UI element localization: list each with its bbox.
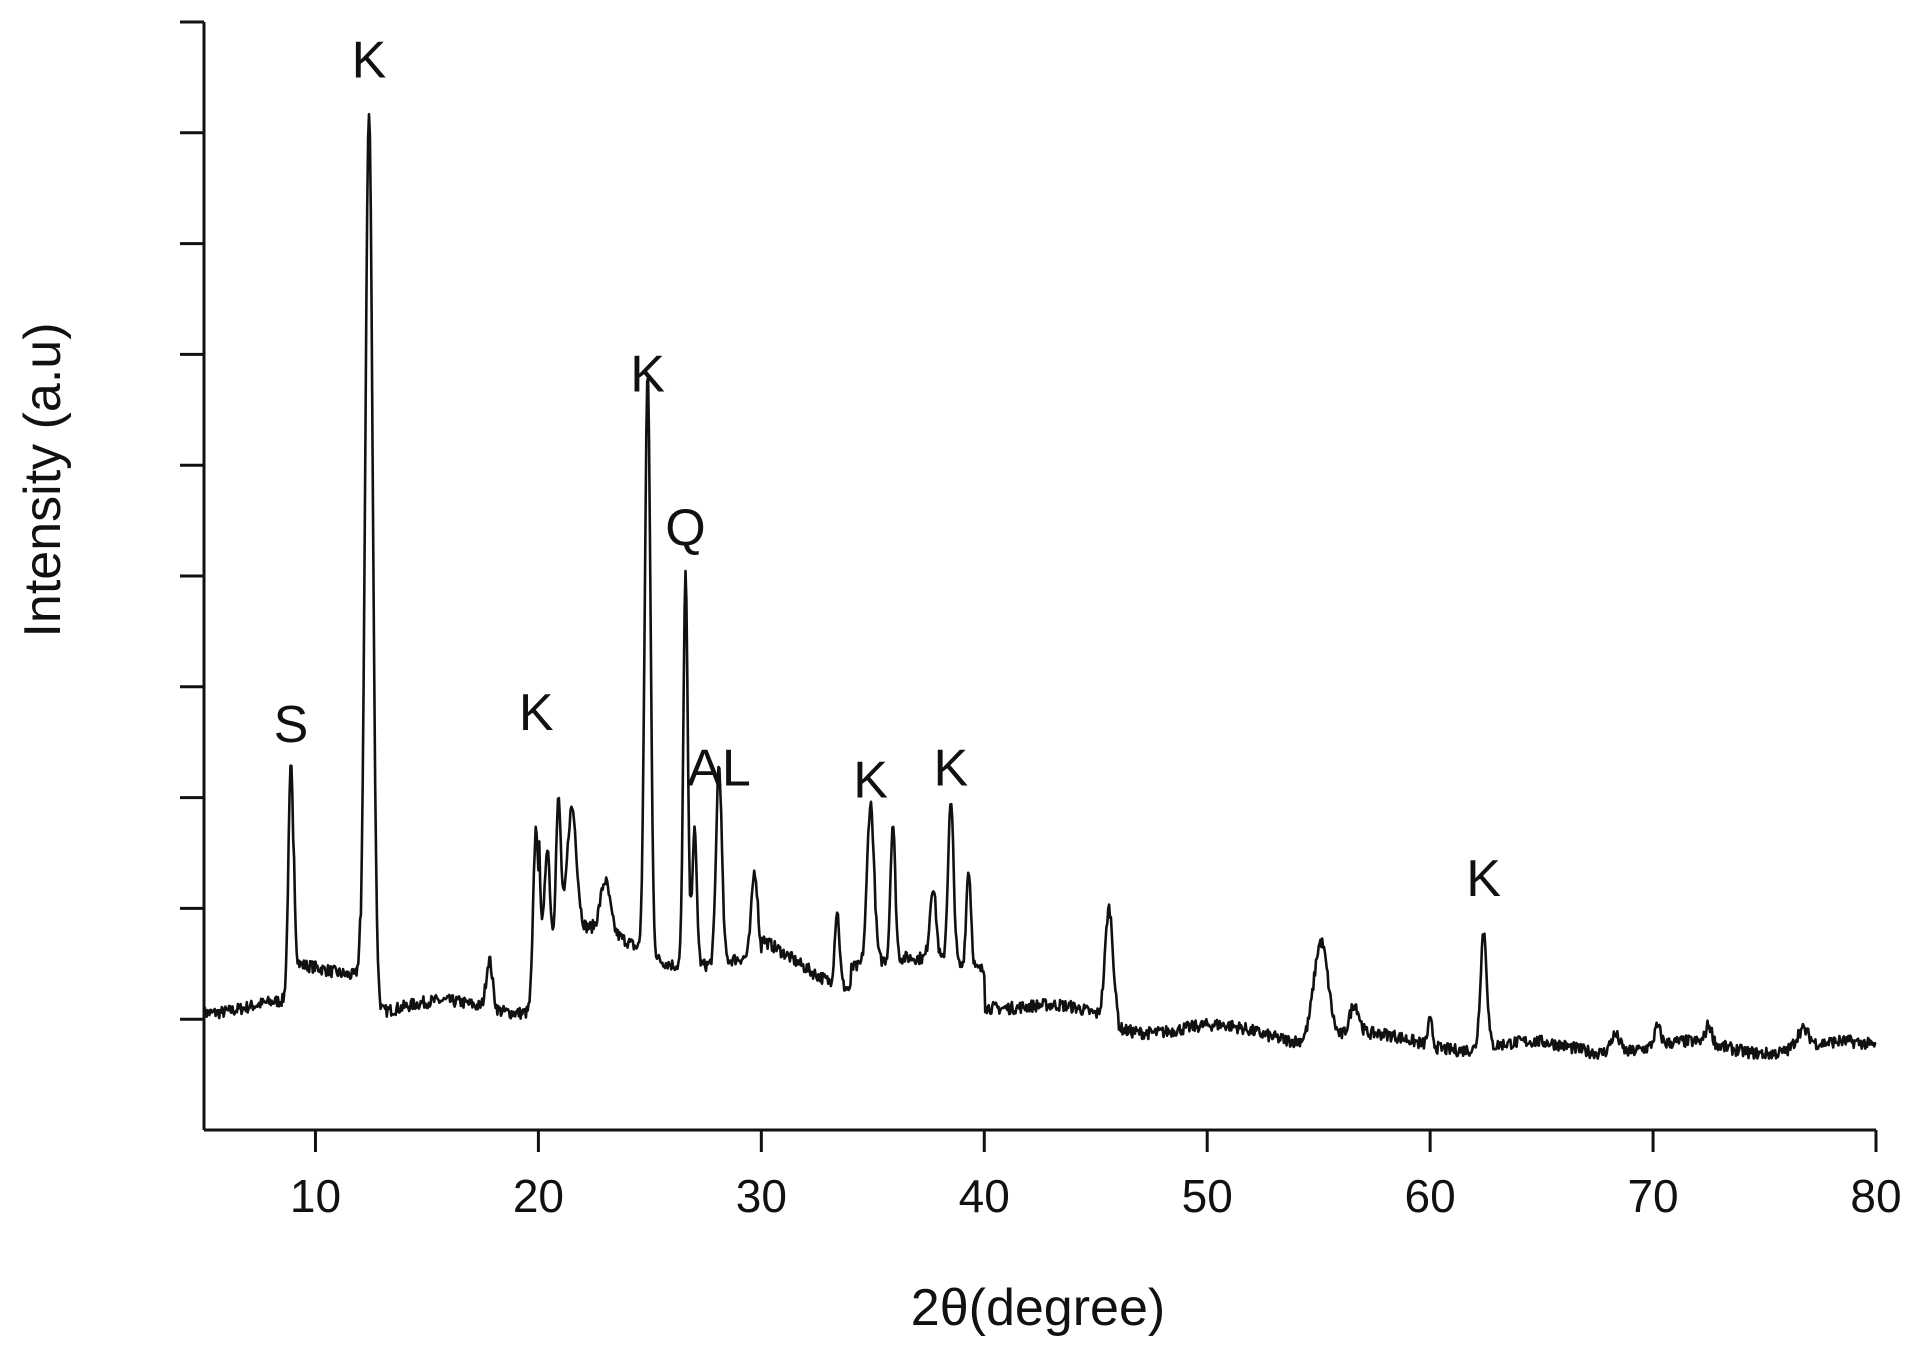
- x-tick-label: 60: [1405, 1170, 1456, 1222]
- x-tick-label: 20: [513, 1170, 564, 1222]
- peak-label: K: [1466, 850, 1501, 908]
- diffraction-trace: [202, 112, 1877, 1060]
- x-tick-label: 40: [959, 1170, 1010, 1222]
- x-tick-label: 70: [1627, 1170, 1678, 1222]
- x-tick-label: 50: [1182, 1170, 1233, 1222]
- peak-label: K: [933, 739, 968, 797]
- y-axis-ticks: [180, 20, 204, 1021]
- y-axis-label: Intensity (a.u): [14, 322, 72, 637]
- x-tick-label: 30: [736, 1170, 787, 1222]
- x-tick-label: 10: [290, 1170, 341, 1222]
- peak-label: K: [853, 752, 888, 810]
- peak-label: K: [519, 684, 554, 742]
- peak-label: K: [352, 31, 387, 89]
- peak-label: K: [630, 345, 665, 403]
- peak-label: S: [274, 696, 309, 754]
- peak-label: Q: [665, 499, 705, 557]
- x-tick-label: 80: [1850, 1170, 1901, 1222]
- x-axis-label: 2θ(degree): [911, 1279, 1165, 1337]
- x-axis-ticks: 10 20 30 40 50 60 70 80: [290, 1130, 1902, 1222]
- peak-label: AL: [687, 739, 751, 797]
